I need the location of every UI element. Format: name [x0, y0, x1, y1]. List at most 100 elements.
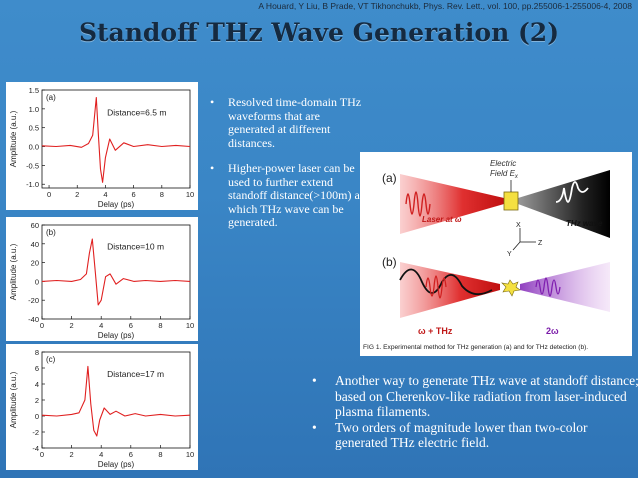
x-tick-label: 8 — [158, 321, 162, 330]
thz-pulse-a — [555, 181, 589, 203]
x-tick-label: 6 — [129, 450, 133, 459]
panel-label: (a) — [46, 93, 56, 102]
x-axis-label: Delay (ps) — [98, 331, 135, 340]
y-tick-label: 0 — [35, 412, 39, 421]
bottom-bullet-2-text: Two orders of magnitude lower than two-c… — [335, 419, 588, 451]
laser-pulse-a — [405, 191, 431, 217]
x-tick-label: 2 — [70, 321, 74, 330]
figure-caption: FIG 1. Experimental method for THz gener… — [363, 344, 588, 351]
x-tick-label: 8 — [160, 190, 164, 199]
plot-frame — [41, 351, 191, 449]
y-tick-label: 2 — [35, 396, 39, 405]
y-axis-label: Amplitude (a.u.) — [9, 371, 18, 428]
plot-b: 60 40 20 0 -20 -40 0 2 4 6 8 10 Delay (ps) Amplitude … — [6, 217, 198, 341]
plot-c: 8 6 4 2 0 -2 -4 0 2 4 6 8 10 Delay (ps) Amplitude (a.u… — [6, 344, 198, 470]
x-tick-label: 0 — [40, 321, 44, 330]
omega-thz-label: ω + THz — [418, 326, 453, 336]
laser-label: Laser at ω — [422, 215, 462, 224]
distance-annotation: Distance=17 m — [107, 369, 164, 379]
x-tick-label: 6 — [132, 190, 136, 199]
bullet-dot: • — [312, 419, 317, 435]
y-tick-label: 1.0 — [29, 105, 39, 114]
bottom-bullet-1-text: Another way to generate THz wave at stan… — [335, 373, 638, 419]
x-tick-label: 0 — [40, 450, 44, 459]
panel-a-label: (a) — [382, 171, 397, 185]
y-tick-label: 40 — [31, 240, 39, 249]
top-bullet-list: • Resolved time-domain THz waveforms that… — [206, 95, 366, 242]
y-tick-label: -0.5 — [26, 161, 39, 170]
y-tick-label: 0.0 — [29, 143, 39, 152]
plot-a: 1.5 1.0 0.5 0.0 -0.5 -1.0 0 2 4 6 8 10 Delay (ps) Amp… — [6, 82, 198, 210]
citation: A Houard, Y Liu, B Prade, VT Tikhonchukb… — [258, 1, 632, 11]
y-tick-label: 1.5 — [29, 86, 39, 95]
distance-annotation: Distance=10 m — [107, 241, 164, 251]
x-tick-label: 2 — [70, 450, 74, 459]
y-tick-label: -1.0 — [26, 180, 39, 189]
y-tick-label: 6 — [35, 364, 39, 373]
x-tick-label: 0 — [47, 190, 51, 199]
y-tick-label: -20 — [28, 296, 39, 305]
distance-annotation: Distance=6.5 m — [107, 107, 166, 117]
two-omega-label: 2ω — [546, 326, 559, 336]
waveform-line — [41, 238, 191, 306]
x-tick-label: 4 — [99, 450, 103, 459]
plot-frame — [41, 224, 191, 320]
thz-wave-label: THz wave — [566, 219, 603, 228]
y-tick-label: -4 — [32, 444, 39, 453]
second-harmonic-pulse — [535, 277, 561, 297]
axis-y-arrow — [512, 241, 521, 251]
y-tick-label: 4 — [35, 380, 39, 389]
x-tick-label: 4 — [99, 321, 103, 330]
electrode-a — [503, 191, 519, 211]
top-bullet-1: • Resolved time-domain THz waveforms that… — [206, 95, 366, 150]
x-tick-label: 10 — [186, 190, 194, 199]
panel-label: (c) — [46, 355, 56, 364]
y-tick-label: 0 — [35, 277, 39, 286]
panel-b-label: (b) — [382, 255, 397, 269]
thz-field-b — [399, 268, 493, 296]
y-tick-label: 60 — [31, 221, 39, 230]
field-label-2: Field Ex — [490, 169, 519, 180]
second-harmonic-beam — [520, 262, 610, 312]
axis-z-label: Z — [538, 240, 543, 247]
field-label-2-main: Field E — [490, 169, 516, 178]
x-tick-label: 2 — [75, 190, 79, 199]
top-bullet-1-text: Resolved time-domain THz waveforms that … — [228, 95, 362, 150]
y-tick-label: -2 — [32, 428, 39, 437]
top-bullet-2-text: Higher-power laser can be used to furthe… — [228, 161, 364, 229]
axis-y-label: Y — [507, 251, 512, 258]
slide-title: Standoff THz Wave Generation (2) — [78, 18, 560, 47]
axis-x-label: X — [516, 222, 521, 229]
y-axis-label: Amplitude (a.u.) — [9, 110, 18, 167]
bullet-dot: • — [312, 373, 317, 388]
x-axis-label: Delay (ps) — [98, 200, 135, 209]
y-axis-label: Amplitude (a.u.) — [9, 243, 18, 300]
x-tick-label: 10 — [186, 321, 194, 330]
laser-beam-b — [400, 262, 500, 318]
x-tick-label: 8 — [158, 450, 162, 459]
laser-pulse-b — [425, 275, 447, 299]
bottom-bullet-1: • Another way to generate THz wave at sta… — [309, 373, 638, 420]
bottom-bullet-list: • Another way to generate THz wave at sta… — [309, 373, 638, 451]
x-tick-label: 10 — [186, 450, 194, 459]
waveform-line — [41, 96, 191, 183]
y-tick-label: -40 — [28, 315, 39, 324]
top-bullet-2: • Higher-power laser can be used to furth… — [206, 161, 366, 230]
waveform-line — [41, 365, 191, 437]
thz-beam-a — [518, 170, 610, 238]
bullet-dot: • — [210, 95, 215, 109]
x-tick-label: 6 — [129, 321, 133, 330]
field-subscript: x — [514, 174, 519, 180]
bullet-dot: • — [210, 161, 215, 175]
bottom-bullet-2: • Two orders of magnitude lower than two-… — [309, 420, 638, 451]
field-label-1: Electric — [490, 159, 516, 168]
x-axis-label: Delay (ps) — [98, 460, 135, 469]
x-tick-label: 4 — [103, 190, 107, 199]
y-tick-label: 20 — [31, 259, 39, 268]
experiment-figure: (a) Electric Field Ex Laser at ω THz wav… — [360, 152, 632, 356]
laser-beam-a — [400, 174, 504, 234]
y-tick-label: 0.5 — [29, 124, 39, 133]
panel-label: (b) — [46, 228, 56, 237]
plot-frame — [41, 89, 191, 189]
